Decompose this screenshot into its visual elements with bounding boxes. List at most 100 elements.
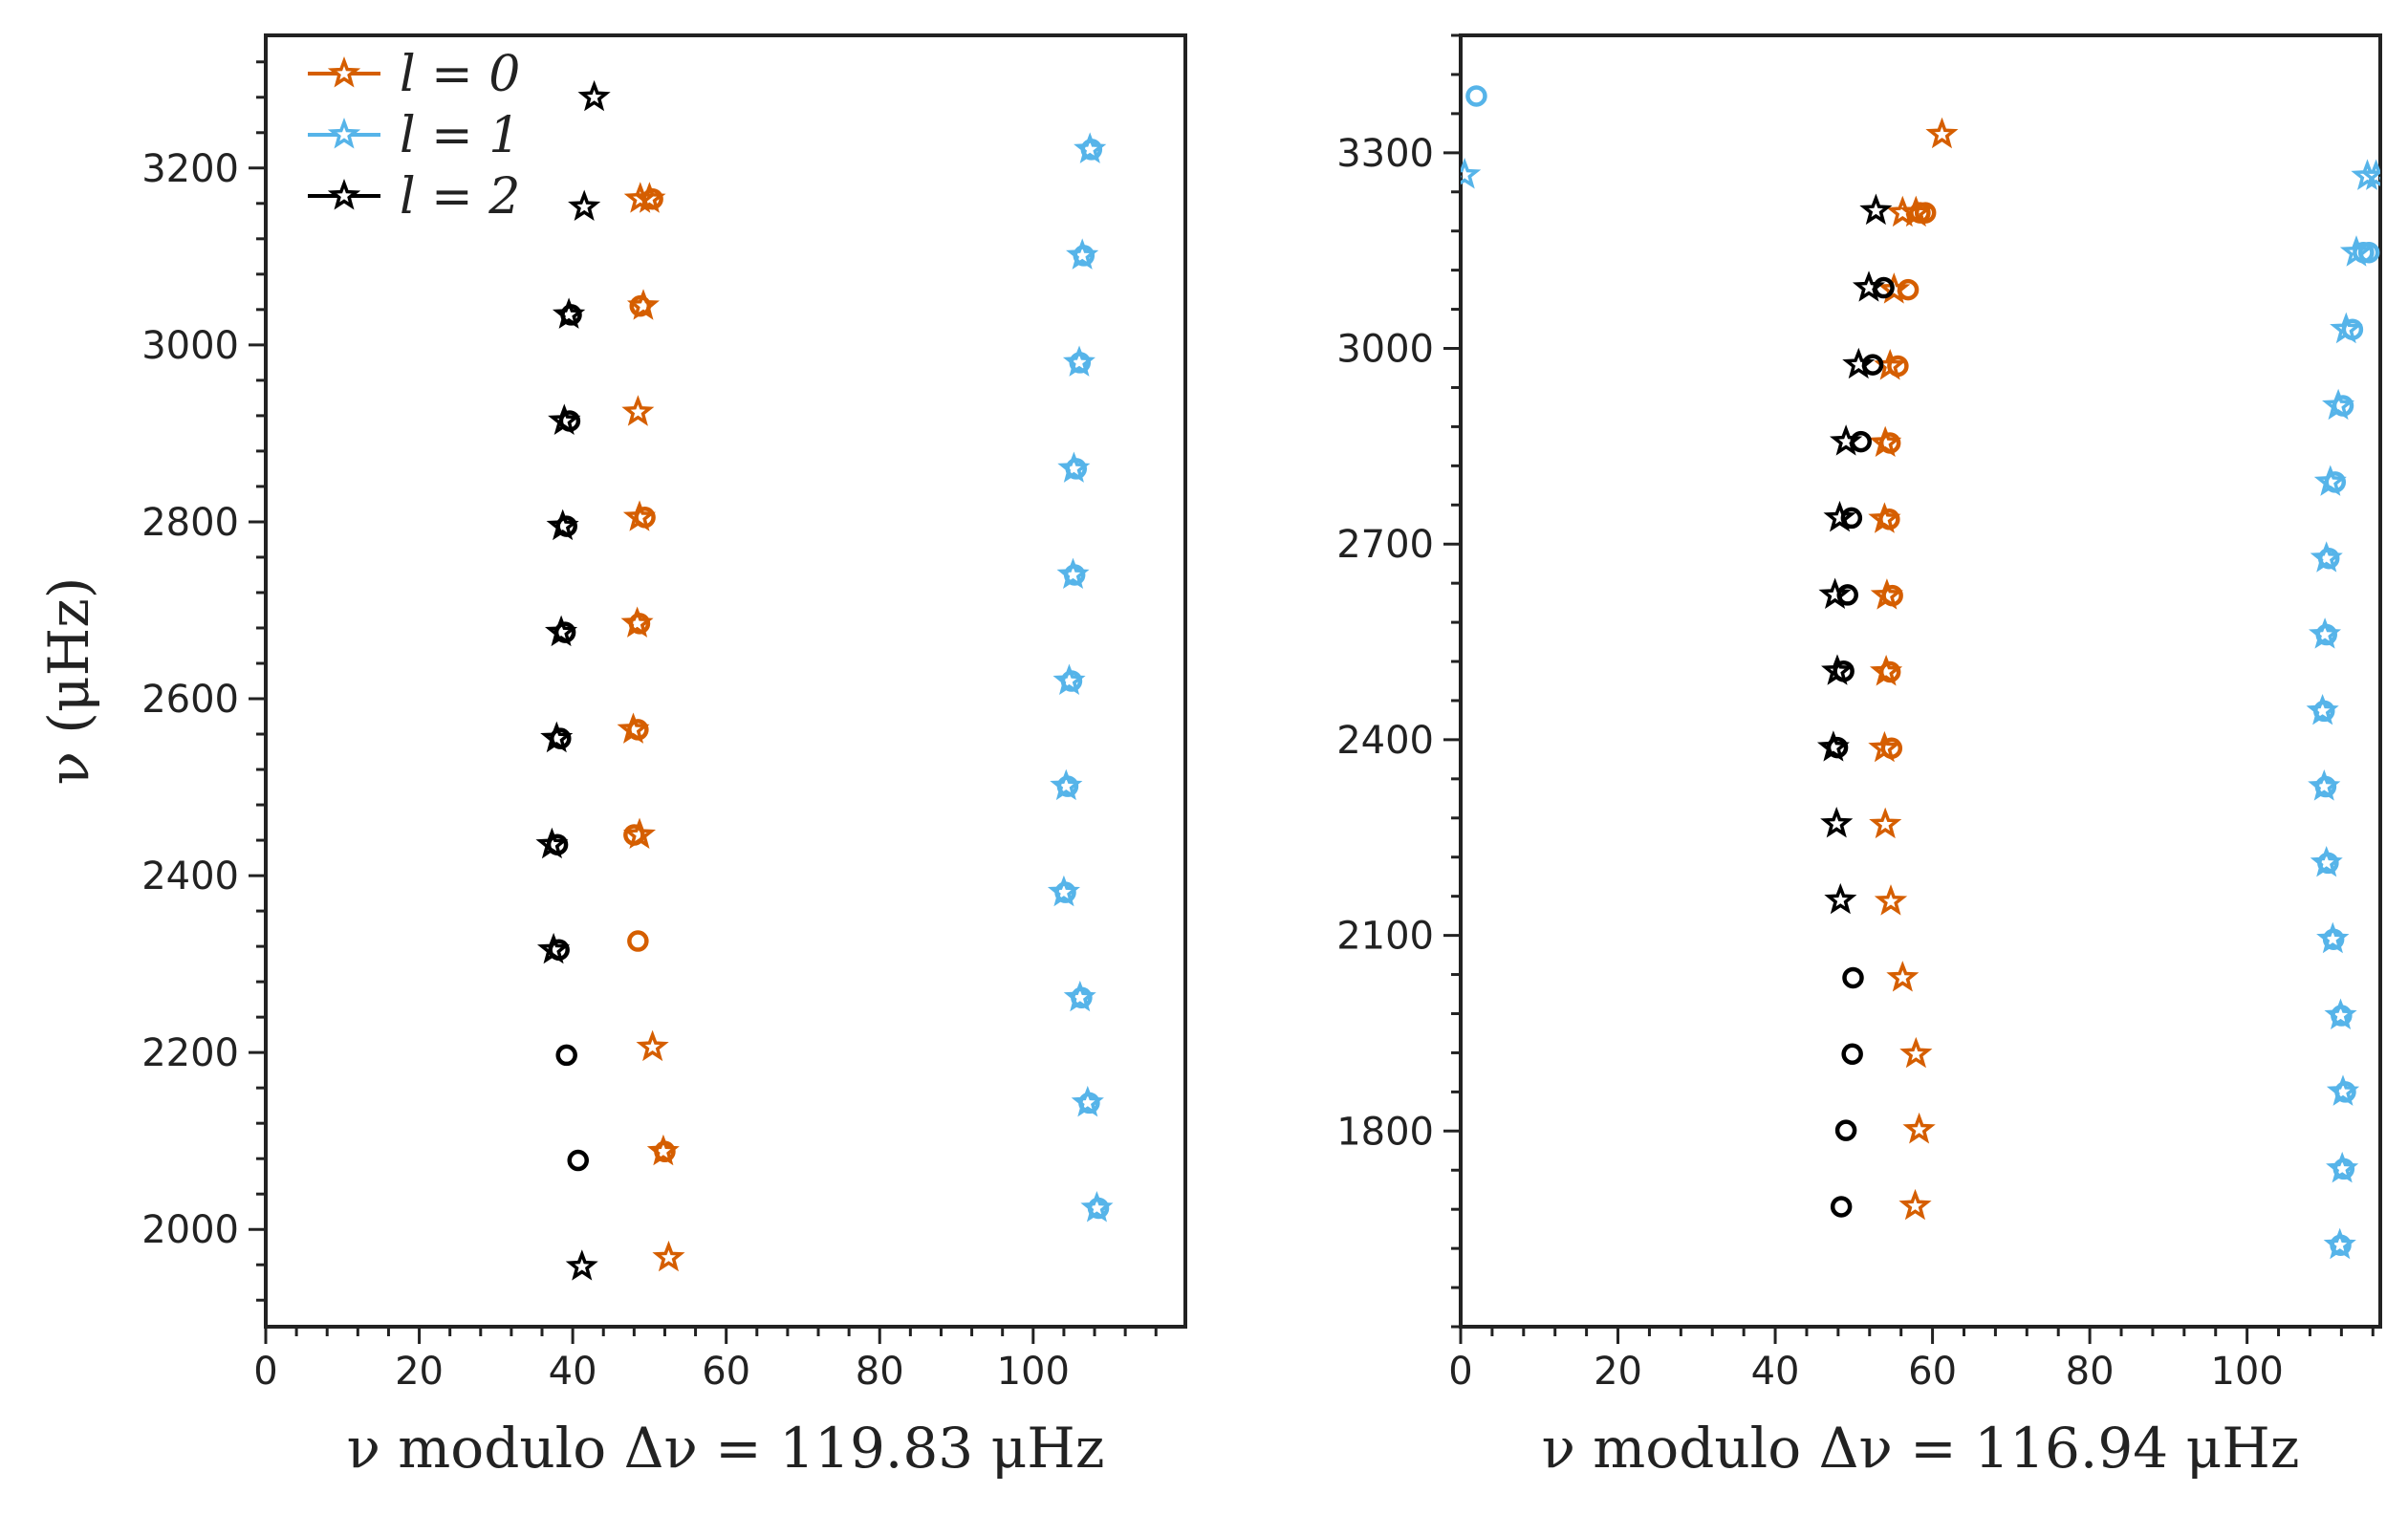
right-echelle-panel: 0 20 40 60 80 100 1800 2100 2400 2700 3000 3300 ν mo… <box>1336 33 2382 1481</box>
x-tick-label: 20 <box>395 1350 444 1394</box>
data-point-star <box>2323 1227 2356 1260</box>
data-point-star <box>577 79 611 112</box>
data-point-star <box>1057 451 1091 483</box>
data-point-star <box>1870 578 1903 610</box>
data-point-star <box>1080 1191 1114 1223</box>
data-point-star <box>2306 693 2339 725</box>
legend-label: l = 1 <box>400 107 520 164</box>
data-point-star <box>652 1240 685 1272</box>
data-point-circle <box>1836 584 1858 606</box>
legend-entry: l = 1 <box>308 107 520 164</box>
x-tick-label: 20 <box>1594 1350 1642 1394</box>
data-point-star <box>2316 921 2350 954</box>
series-l=0 <box>617 182 685 1272</box>
legend-entry: l = 0 <box>308 46 520 103</box>
data-point-star <box>1821 654 1855 685</box>
data-point-star <box>1071 1085 1104 1117</box>
data-point-circle <box>567 1149 589 1172</box>
legend-entry: l = 2 <box>308 168 520 226</box>
y-tick-label: 1800 <box>1336 1110 1434 1154</box>
data-point-circle <box>2357 241 2380 264</box>
y-tick-label: 2000 <box>141 1208 239 1252</box>
series-l=2 <box>535 79 611 1281</box>
data-point-star <box>1824 882 1857 915</box>
data-point-star <box>621 395 655 426</box>
data-point-circle <box>1834 1119 1857 1141</box>
data-point-star <box>2310 541 2343 573</box>
data-point-star <box>1902 1112 1936 1144</box>
data-point-star <box>1823 500 1856 532</box>
data-point-star <box>2313 465 2347 496</box>
data-point-star <box>1820 806 1854 838</box>
y-tick-label: 3000 <box>1336 328 1434 372</box>
data-point-star <box>617 712 650 744</box>
data-point-circle <box>1465 85 1487 107</box>
data-point-star <box>646 1134 680 1166</box>
data-point-star <box>546 509 579 541</box>
data-point-star <box>623 182 657 213</box>
data-point-star <box>2324 998 2357 1030</box>
x-tick-label: 40 <box>549 1350 597 1394</box>
data-point-star <box>1852 271 1885 302</box>
legend-star-marker <box>327 55 361 88</box>
data-point-star <box>1842 347 1876 379</box>
data-point-star <box>1050 768 1083 801</box>
data-point-star <box>1066 238 1099 270</box>
data-point-star <box>1925 117 1959 149</box>
legend: l = 0l = 1l = 2 <box>308 46 520 226</box>
data-point-star <box>622 817 657 850</box>
data-point-star <box>1868 730 1901 763</box>
data-point-star <box>2351 159 2380 190</box>
legend-star-marker <box>327 178 361 210</box>
x-tick-label: 80 <box>856 1350 904 1394</box>
x-tick-label: 60 <box>702 1350 750 1394</box>
data-point-star <box>1063 980 1096 1012</box>
data-point-star <box>548 403 581 436</box>
left-echelle-panel: 0 20 40 60 80 100 2000 2200 2400 2600 2800 3000 3200… <box>36 33 1187 1481</box>
data-point-star <box>1052 663 1086 696</box>
data-point-star <box>622 500 657 531</box>
y-tick-label: 3200 <box>141 147 239 191</box>
data-point-star <box>1461 157 1482 189</box>
data-point-star <box>1829 424 1863 456</box>
x-tick-label: 0 <box>1448 1350 1472 1394</box>
legend-label: l = 2 <box>400 168 520 226</box>
data-point-star <box>1859 193 1893 226</box>
data-point-circle <box>1914 202 1937 224</box>
series-l=1 <box>1461 85 2380 1260</box>
x-tick-label: 40 <box>1751 1350 1800 1394</box>
data-point-star <box>2308 769 2341 801</box>
data-point-circle <box>1830 1196 1853 1218</box>
data-point-star <box>1074 132 1107 163</box>
data-point-star <box>626 289 660 320</box>
data-point-star <box>2330 312 2363 344</box>
y-tick-label: 2600 <box>141 678 239 722</box>
data-point-star <box>633 182 666 213</box>
data-point-star <box>2308 617 2342 649</box>
data-point-star <box>2326 1151 2359 1183</box>
data-point-star <box>568 189 601 222</box>
x-tick-label: 80 <box>2066 1350 2115 1394</box>
y-axis-label: ν (μHz) <box>36 577 101 786</box>
data-point-circle <box>555 1044 577 1067</box>
axes-frame <box>1459 33 2382 1329</box>
legend-star-marker <box>327 117 361 149</box>
x-tick-label: 100 <box>997 1350 1070 1394</box>
data-point-star <box>544 615 578 647</box>
data-point-star <box>636 1029 669 1062</box>
data-point-star <box>2339 235 2374 267</box>
data-point-star <box>1869 807 1902 839</box>
data-point-star <box>552 297 586 329</box>
data-point-star <box>620 606 654 638</box>
data-point-star <box>536 932 571 964</box>
data-point-star <box>1877 272 1911 304</box>
y-tick-label: 2100 <box>1336 915 1434 959</box>
x-axis-label: ν modulo Δν = 116.94 μHz <box>1542 1416 2300 1481</box>
data-point-circle <box>1840 507 1863 530</box>
data-point-circle <box>1841 1043 1863 1066</box>
x-axis-label: ν modulo Δν = 119.83 μHz <box>347 1416 1105 1481</box>
data-point-circle <box>627 930 649 952</box>
data-point-circle <box>1842 966 1864 989</box>
data-point-star <box>1062 345 1096 377</box>
